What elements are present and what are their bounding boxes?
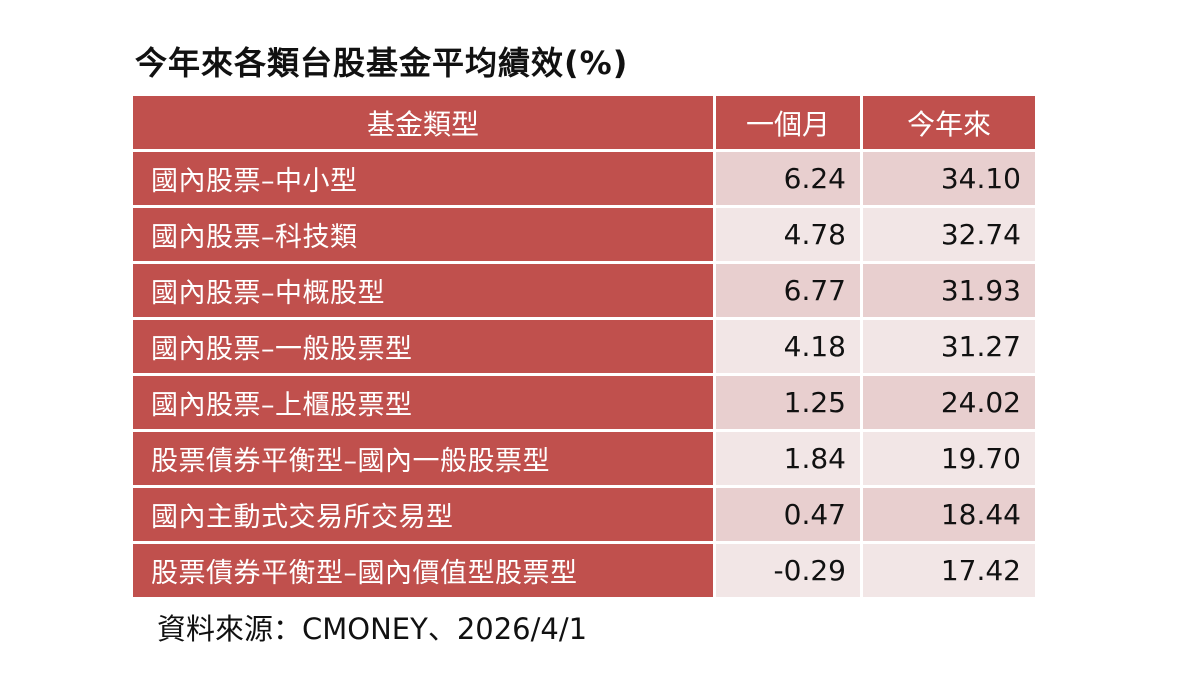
row-one-month: 1.25 xyxy=(716,376,863,432)
row-one-month: -0.29 xyxy=(716,544,863,600)
row-one-month: 0.47 xyxy=(716,488,863,544)
row-name: 國內股票–上櫃股票型 xyxy=(133,376,716,432)
header-fund-type: 基金類型 xyxy=(133,96,716,152)
row-one-month: 6.77 xyxy=(716,264,863,320)
row-ytd: 18.44 xyxy=(863,488,1035,544)
performance-table: 基金類型 一個月 今年來 國內股票–中小型 6.24 34.10 國內股票–科技… xyxy=(133,96,1035,600)
row-name: 國內股票–中小型 xyxy=(133,152,716,208)
row-one-month: 4.78 xyxy=(716,208,863,264)
row-ytd: 19.70 xyxy=(863,432,1035,488)
row-name: 國內股票–一般股票型 xyxy=(133,320,716,376)
chart-title: 今年來各類台股基金平均績效(%) xyxy=(135,44,629,82)
row-one-month: 4.18 xyxy=(716,320,863,376)
row-one-month: 6.24 xyxy=(716,152,863,208)
row-ytd: 17.42 xyxy=(863,544,1035,600)
header-ytd: 今年來 xyxy=(863,96,1035,152)
row-ytd: 32.74 xyxy=(863,208,1035,264)
row-name: 國內主動式交易所交易型 xyxy=(133,488,716,544)
header-one-month: 一個月 xyxy=(716,96,863,152)
row-name: 國內股票–科技類 xyxy=(133,208,716,264)
row-name: 股票債券平衡型–國內價值型股票型 xyxy=(133,544,716,600)
row-ytd: 24.02 xyxy=(863,376,1035,432)
row-ytd: 34.10 xyxy=(863,152,1035,208)
row-one-month: 1.84 xyxy=(716,432,863,488)
source-note: 資料來源：CMONEY、2026/4/1 xyxy=(157,612,588,646)
row-name: 國內股票–中概股型 xyxy=(133,264,716,320)
row-ytd: 31.27 xyxy=(863,320,1035,376)
row-ytd: 31.93 xyxy=(863,264,1035,320)
row-name: 股票債券平衡型–國內一般股票型 xyxy=(133,432,716,488)
